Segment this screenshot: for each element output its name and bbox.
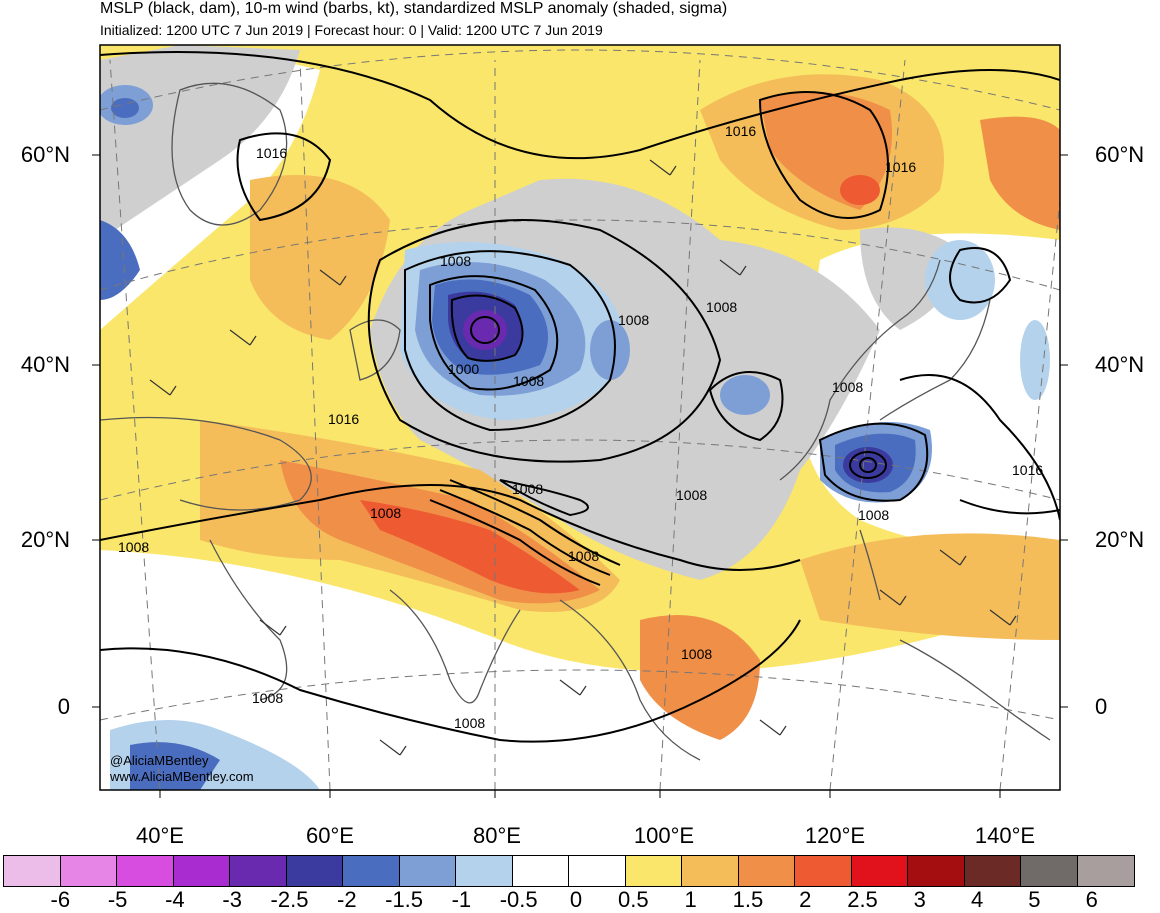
lon-label: 140°E xyxy=(974,823,1036,848)
colorbar-swatch xyxy=(4,856,61,886)
contour-label: 1016 xyxy=(328,411,359,427)
lat-label-left: 60°N xyxy=(20,142,70,167)
colorbar-swatch xyxy=(682,856,739,886)
colorbar-label: 4 xyxy=(970,887,984,912)
contour-label: 1008 xyxy=(440,253,471,269)
contour-label: 1016 xyxy=(725,123,756,139)
lat-label-left: 40°N xyxy=(20,352,70,377)
contour-label: 1008 xyxy=(454,715,485,731)
colorbar-label: 3 xyxy=(913,887,926,912)
lon-label: 100°E xyxy=(633,823,695,848)
colorbar-label: -1.5 xyxy=(385,887,424,912)
contour-label: 1008 xyxy=(370,505,401,521)
colorbar-label: -2.5 xyxy=(270,887,309,912)
contour-label: 1016 xyxy=(885,159,916,175)
colorbar xyxy=(3,855,1135,887)
contour-label: 1016 xyxy=(1012,462,1043,478)
colorbar-label: -2 xyxy=(337,887,357,912)
lon-label: 80°E xyxy=(473,823,521,848)
colorbar-swatch xyxy=(399,856,456,886)
colorbar-label: -3 xyxy=(222,887,242,912)
colorbar-label: 5 xyxy=(1028,887,1041,912)
colorbar-label: -5 xyxy=(107,887,128,912)
colorbar-swatch xyxy=(625,856,682,886)
credit-handle: @AliciaMBentley xyxy=(110,753,209,768)
lon-label: 120°E xyxy=(804,823,866,848)
contour-label: 1016 xyxy=(256,145,287,161)
colorbar-label: 0.5 xyxy=(618,887,649,912)
colorbar-swatch xyxy=(456,856,513,886)
contour-label: 1008 xyxy=(681,646,712,662)
colorbar-swatch xyxy=(230,856,287,886)
wind-barbs xyxy=(149,159,1017,756)
contour-label: 1008 xyxy=(858,507,889,523)
credit-website: www.AliciaMBentley.com xyxy=(110,769,254,784)
lat-label-left: 0 xyxy=(57,694,70,719)
lon-label: 40°E xyxy=(136,823,184,848)
colorbar-swatch xyxy=(569,856,626,886)
lon-label: 60°E xyxy=(306,823,354,848)
colorbar-swatch xyxy=(117,856,174,886)
lat-label-left: 20°N xyxy=(20,527,70,552)
colorbar-swatch xyxy=(1021,856,1078,886)
colorbar-swatch xyxy=(173,856,230,886)
contour-label: 1008 xyxy=(706,299,737,315)
lat-label-right: 40°N xyxy=(1095,352,1145,377)
colorbar-label: -4 xyxy=(165,887,185,912)
colorbar-swatch xyxy=(512,856,569,886)
coastlines xyxy=(100,82,1051,761)
colorbar-label: -1 xyxy=(451,887,472,912)
colorbar-swatch xyxy=(286,856,343,886)
colorbar-swatch xyxy=(908,856,965,886)
contour-label: 1008 xyxy=(568,548,599,564)
isobars xyxy=(100,51,1060,743)
map-frame xyxy=(99,44,1061,791)
colorbar-label: 6 xyxy=(1085,887,1098,912)
colorbar-swatch xyxy=(795,856,852,886)
colorbar-swatch xyxy=(60,856,117,886)
colorbar-label: 1.5 xyxy=(732,887,764,912)
contour-label: 1008 xyxy=(512,481,543,497)
colorbar-label: 2.5 xyxy=(847,887,878,912)
colorbar-label: -6 xyxy=(50,887,71,912)
colorbar-swatch xyxy=(738,856,795,886)
colorbar-swatch xyxy=(343,856,400,886)
colorbar-label: 0 xyxy=(569,887,583,912)
contour-label: 1008 xyxy=(832,379,863,395)
colorbar-label: 2 xyxy=(799,887,812,912)
contour-label: 1000 xyxy=(448,361,479,377)
colorbar-swatch xyxy=(1077,856,1134,886)
contour-label: 1008 xyxy=(618,312,649,328)
contour-label: 1008 xyxy=(252,690,283,706)
map-subtitle: Initialized: 1200 UTC 7 Jun 2019 | Forec… xyxy=(100,22,603,38)
lat-label-right: 20°N xyxy=(1095,527,1145,552)
colorbar-swatch xyxy=(964,856,1021,886)
map-ticks xyxy=(92,154,1068,798)
lat-label-right: 0 xyxy=(1095,694,1108,719)
contour-label: 1008 xyxy=(676,487,707,503)
lat-label-right: 60°N xyxy=(1095,142,1145,167)
map-title: MSLP (black, dam), 10-m wind (barbs, kt)… xyxy=(100,0,728,17)
colorbar-label: -0.5 xyxy=(499,887,538,912)
colorbar-swatch xyxy=(851,856,908,886)
contour-label: 1008 xyxy=(513,373,544,389)
contour-label: 1008 xyxy=(118,539,149,555)
colorbar-label: 1 xyxy=(684,887,697,912)
contour-label-group: 1016 1016 1016 1008 1008 1008 1000 1008 … xyxy=(118,123,1043,731)
